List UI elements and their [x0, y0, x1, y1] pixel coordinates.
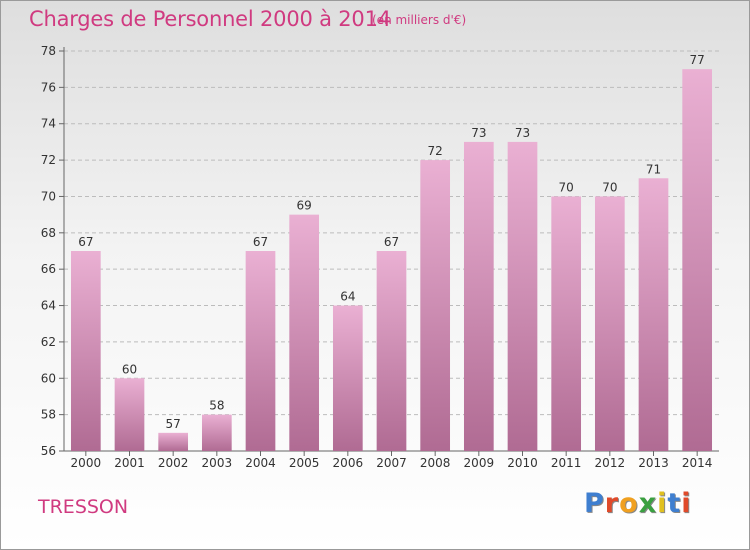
y-tick-label: 58: [41, 408, 56, 422]
bar-value-label: 57: [166, 417, 181, 431]
bar-2004[interactable]: [245, 251, 276, 451]
x-tick-label: 2005: [289, 456, 320, 470]
bar-2000[interactable]: [70, 251, 101, 451]
logo-letter: i: [657, 488, 668, 519]
y-tick-label: 66: [41, 262, 56, 276]
bar-value-label: 67: [384, 235, 399, 249]
y-tick-label: 74: [41, 117, 56, 131]
x-tick-label: 2007: [376, 456, 407, 470]
bar-value-label: 67: [78, 235, 93, 249]
logo-letter: P: [584, 488, 605, 519]
logo-letter: i: [681, 488, 692, 519]
bar-2013[interactable]: [638, 178, 669, 452]
bar-value-label: 72: [428, 144, 443, 158]
bar-2006[interactable]: [332, 305, 363, 451]
x-tick-label: 2012: [595, 456, 626, 470]
bar-value-label: 70: [559, 180, 574, 194]
bar-2001[interactable]: [114, 378, 145, 451]
x-tick-label: 2000: [71, 456, 102, 470]
x-tick-label: 2001: [114, 456, 145, 470]
y-tick-label: 60: [41, 371, 56, 385]
x-tick-label: 2009: [464, 456, 495, 470]
bar-value-label: 67: [253, 235, 268, 249]
bar-value-label: 58: [209, 399, 224, 413]
bar-2002[interactable]: [158, 432, 189, 451]
x-tick-label: 2004: [245, 456, 276, 470]
x-tick-label: 2006: [333, 456, 364, 470]
bar-2005[interactable]: [289, 214, 320, 451]
labels: 67 2000 60 2001 57 2002 58 2003 67 2004 69 2005 64 20…: [71, 53, 713, 470]
bars: [70, 69, 713, 452]
x-tick-label: 2008: [420, 456, 451, 470]
y-tick-label: 76: [41, 80, 56, 94]
bar-2012[interactable]: [594, 196, 625, 451]
bar-2008[interactable]: [420, 160, 451, 451]
logo-letter: o: [619, 488, 639, 519]
y-tick-label: 64: [41, 299, 56, 313]
place-name: TRESSON: [38, 496, 129, 518]
chart-unit: (en milliers d'€): [372, 13, 467, 27]
logo-letter: x: [638, 488, 658, 519]
y-tick-label: 78: [41, 44, 56, 58]
bar-2007[interactable]: [376, 251, 407, 451]
bar-2011[interactable]: [551, 196, 582, 451]
bar-2003[interactable]: [201, 414, 232, 451]
bar-2010[interactable]: [507, 141, 538, 451]
x-tick-label: 2010: [507, 456, 538, 470]
bar-value-label: 77: [690, 53, 705, 67]
bar-value-label: 71: [646, 162, 661, 176]
proxiti-logo[interactable]: Proxiti: [584, 488, 692, 519]
logo-letter: t: [667, 488, 682, 519]
y-tick-label: 70: [41, 189, 56, 203]
y-tick-label: 62: [41, 335, 56, 349]
y-tick-label: 68: [41, 226, 56, 240]
x-tick-label: 2011: [551, 456, 582, 470]
logo-letter: r: [604, 488, 620, 519]
bar-value-label: 60: [122, 362, 137, 376]
x-tick-label: 2014: [682, 456, 713, 470]
bar-value-label: 70: [602, 180, 617, 194]
x-tick-label: 2013: [638, 456, 669, 470]
x-tick-label: 2003: [202, 456, 233, 470]
bar-2009[interactable]: [463, 141, 494, 451]
y-tick-label: 56: [41, 444, 56, 458]
x-tick-label: 2002: [158, 456, 189, 470]
bar-value-label: 73: [471, 126, 486, 140]
chart-title: Charges de Personnel 2000 à 2014: [29, 7, 391, 31]
bar-value-label: 73: [515, 126, 530, 140]
bar-value-label: 69: [297, 199, 312, 213]
y-tick-label: 72: [41, 153, 56, 167]
bar-2014[interactable]: [682, 69, 713, 451]
bar-value-label: 64: [340, 290, 355, 304]
